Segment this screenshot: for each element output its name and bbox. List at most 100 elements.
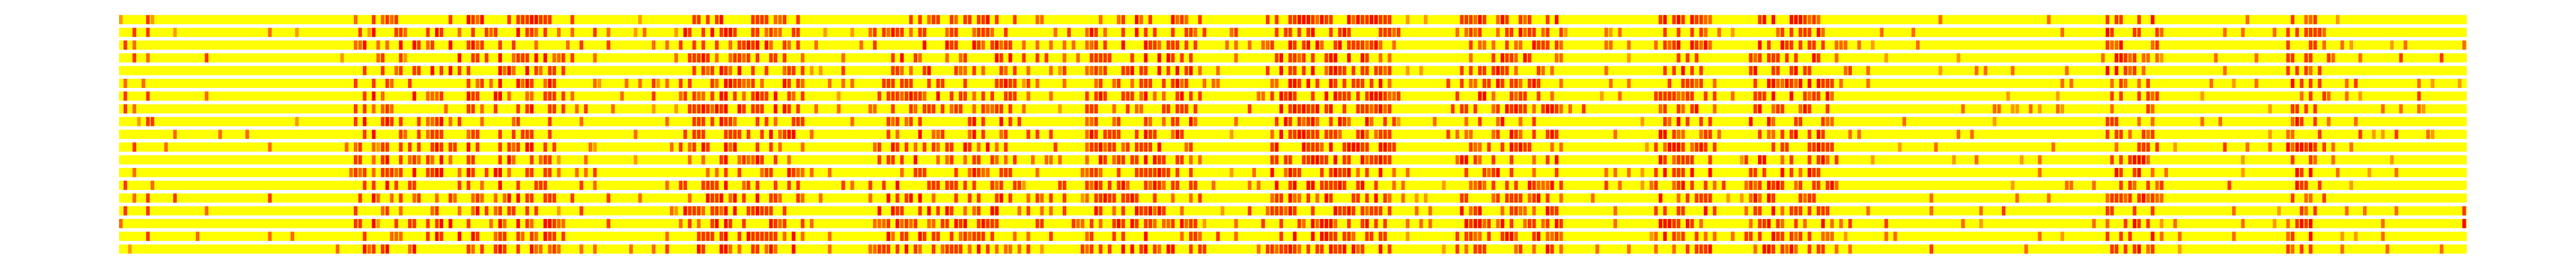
heatmap-cell (2114, 142, 2118, 152)
heatmap-cell (1112, 155, 1116, 165)
heatmap-cell (1085, 91, 1089, 101)
heatmap-cell (954, 218, 958, 228)
heatmap-cell (380, 244, 385, 254)
heatmap-cell (2277, 206, 2281, 216)
heatmap-cell (999, 167, 1003, 177)
heatmap-cell (1085, 104, 1089, 114)
heatmap-cell (733, 79, 737, 88)
heatmap-cell (945, 155, 949, 165)
heatmap-cell (945, 206, 949, 216)
heatmap-row-10 (119, 130, 2467, 139)
heatmap-cell (1627, 244, 1631, 254)
heatmap-cell (1378, 206, 1383, 216)
heatmap-cell (2322, 40, 2326, 50)
heatmap-cell (525, 27, 529, 37)
heatmap-cell (1766, 218, 1771, 228)
heatmap-cell (1171, 79, 1175, 88)
heatmap-cell (362, 91, 367, 101)
heatmap-cell (1694, 193, 1699, 203)
heatmap-cell (1798, 40, 1803, 50)
heatmap-cell (1509, 155, 1514, 165)
heatmap-cell (548, 167, 552, 177)
heatmap-cell (2146, 155, 2150, 165)
heatmap-cell (1175, 40, 1179, 50)
heatmap-cell (2105, 40, 2110, 50)
heatmap-cell (1532, 104, 1536, 114)
heatmap-cell (1749, 116, 1753, 126)
heatmap-cell (724, 91, 728, 101)
heatmap-cell (724, 244, 728, 254)
heatmap-cell (435, 116, 439, 126)
heatmap-cell (1663, 91, 1667, 101)
heatmap-cell (1595, 244, 1599, 254)
heatmap-cell (476, 91, 479, 101)
heatmap-cell (1135, 218, 1139, 228)
heatmap-cell (1528, 218, 1532, 228)
heatmap-cell (1297, 116, 1302, 126)
heatmap-cell (575, 104, 579, 114)
heatmap-cell (1302, 53, 1306, 63)
heatmap-cell (1143, 27, 1148, 37)
heatmap-cell (1496, 27, 1500, 37)
heatmap-cell (782, 218, 787, 228)
heatmap-cell (1771, 193, 1776, 203)
heatmap-cell (516, 104, 520, 114)
heatmap-cell (1694, 232, 1699, 242)
heatmap-cell (981, 167, 985, 177)
heatmap-cell (1514, 181, 1518, 190)
heatmap-cell (950, 91, 954, 101)
heatmap-cell (629, 244, 633, 254)
heatmap-cell (751, 66, 755, 75)
heatmap-cell (773, 244, 778, 254)
heatmap-cell (1008, 91, 1013, 101)
heatmap-cell (1049, 206, 1053, 216)
heatmap-cell (1785, 79, 1789, 88)
heatmap-cell (548, 130, 552, 139)
heatmap-cell (1143, 155, 1148, 165)
heatmap-cell (1121, 206, 1126, 216)
heatmap-cell (1099, 79, 1102, 88)
heatmap-cell (552, 104, 556, 114)
heatmap-cell (1469, 79, 1473, 88)
heatmap-cell (1469, 142, 1473, 152)
heatmap-cell (1017, 244, 1022, 254)
heatmap-cell (688, 155, 692, 165)
heatmap-cell (2124, 218, 2128, 228)
heatmap-cell (552, 244, 556, 254)
heatmap-cell (1049, 40, 1053, 50)
heatmap-cell (936, 181, 940, 190)
heatmap-cell (1789, 66, 1794, 75)
heatmap-cell (1627, 40, 1631, 50)
heatmap-cell (466, 181, 471, 190)
heatmap-cell (1247, 104, 1252, 114)
heatmap-cell (2286, 40, 2290, 50)
heatmap-cell (1550, 206, 1554, 216)
heatmap-cell (1116, 79, 1121, 88)
heatmap-cell (1532, 244, 1536, 254)
heatmap-cell (407, 181, 412, 190)
heatmap-cell (1116, 167, 1121, 177)
heatmap-cell (1370, 91, 1374, 101)
heatmap-cell (1798, 104, 1803, 114)
heatmap-cell (1288, 91, 1292, 101)
heatmap-cell (1388, 104, 1392, 114)
heatmap-cell (204, 53, 209, 63)
heatmap-cell (593, 53, 597, 63)
heatmap-cell (466, 66, 471, 75)
heatmap-cell (2164, 167, 2169, 177)
heatmap-cell (841, 53, 845, 63)
heatmap-cell (2128, 181, 2132, 190)
heatmap-cell (1816, 15, 1821, 24)
heatmap-cell (1284, 206, 1288, 216)
heatmap-cell (940, 130, 944, 139)
heatmap-cell (1397, 91, 1401, 101)
heatmap-cell (963, 79, 968, 88)
heatmap-cell (1058, 181, 1062, 190)
heatmap-cell (2358, 53, 2362, 63)
heatmap-cell (480, 193, 484, 203)
heatmap-cell (557, 53, 561, 63)
heatmap-cell (1266, 206, 1270, 216)
heatmap-cell (507, 167, 511, 177)
heatmap-cell (1112, 130, 1116, 139)
